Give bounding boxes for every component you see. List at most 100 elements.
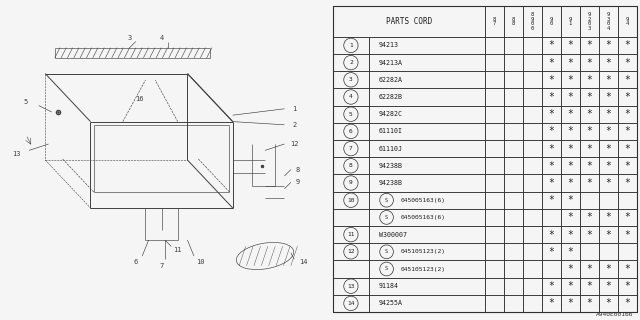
Text: 7: 7	[349, 146, 353, 151]
Bar	[580, 88, 599, 106]
Bar	[561, 6, 580, 37]
Bar	[369, 106, 484, 123]
Text: 6: 6	[134, 260, 138, 265]
Text: *: *	[586, 298, 592, 308]
Bar	[580, 71, 599, 88]
Text: *: *	[586, 212, 592, 222]
Text: *: *	[625, 126, 630, 136]
Text: *: *	[605, 144, 611, 154]
Bar	[542, 243, 561, 260]
Bar	[618, 226, 637, 243]
Text: *: *	[548, 281, 554, 291]
Bar	[484, 54, 504, 71]
Bar	[618, 278, 637, 295]
Text: 61110J: 61110J	[379, 146, 403, 152]
Bar	[580, 260, 599, 277]
Text: *: *	[625, 298, 630, 308]
Bar	[561, 295, 580, 312]
Bar	[618, 88, 637, 106]
Bar	[561, 88, 580, 106]
Text: 3: 3	[349, 77, 353, 82]
Bar	[561, 209, 580, 226]
Bar	[504, 226, 523, 243]
Bar	[561, 243, 580, 260]
Text: 5: 5	[349, 112, 353, 117]
Text: 6: 6	[349, 129, 353, 134]
Text: *: *	[568, 161, 573, 171]
Bar	[333, 37, 369, 54]
Bar	[523, 157, 542, 174]
Text: *: *	[548, 230, 554, 240]
Bar	[504, 123, 523, 140]
Bar	[484, 140, 504, 157]
Text: *: *	[548, 92, 554, 102]
Bar	[333, 192, 369, 209]
Text: 4: 4	[159, 36, 164, 41]
Bar	[618, 192, 637, 209]
Bar	[369, 54, 484, 71]
Bar	[333, 157, 369, 174]
Text: *: *	[548, 195, 554, 205]
Bar	[484, 226, 504, 243]
Text: *: *	[568, 75, 573, 85]
Bar	[484, 157, 504, 174]
Bar	[599, 209, 618, 226]
Text: *: *	[586, 230, 592, 240]
Text: *: *	[568, 298, 573, 308]
Bar	[618, 71, 637, 88]
Bar	[333, 140, 369, 157]
Bar	[369, 192, 484, 209]
Text: 4: 4	[349, 94, 353, 100]
Text: *: *	[568, 281, 573, 291]
Bar	[333, 106, 369, 123]
Bar	[580, 243, 599, 260]
Text: *: *	[586, 109, 592, 119]
Bar	[333, 278, 369, 295]
Bar	[542, 226, 561, 243]
Bar	[542, 54, 561, 71]
Text: *: *	[548, 126, 554, 136]
Bar	[599, 278, 618, 295]
Text: 1: 1	[292, 106, 296, 112]
Text: *: *	[605, 264, 611, 274]
Bar	[504, 192, 523, 209]
Text: *: *	[568, 264, 573, 274]
Bar	[523, 54, 542, 71]
Text: 13: 13	[12, 151, 20, 156]
Text: *: *	[568, 230, 573, 240]
Bar	[542, 88, 561, 106]
Bar	[580, 278, 599, 295]
Bar	[542, 260, 561, 277]
Text: 11: 11	[173, 247, 182, 252]
Bar	[333, 6, 484, 37]
Bar	[561, 192, 580, 209]
Bar	[580, 192, 599, 209]
Text: 94213: 94213	[379, 42, 399, 48]
Bar	[580, 106, 599, 123]
Bar	[561, 37, 580, 54]
Text: *: *	[586, 144, 592, 154]
Bar	[369, 71, 484, 88]
Bar	[484, 278, 504, 295]
Bar	[504, 209, 523, 226]
Text: 94255A: 94255A	[379, 300, 403, 307]
Text: 9
2
0
3: 9 2 0 3	[588, 12, 591, 31]
Text: *: *	[568, 144, 573, 154]
Text: PARTS CORD: PARTS CORD	[386, 17, 432, 26]
Text: *: *	[625, 144, 630, 154]
Text: 8
8: 8 8	[511, 17, 515, 27]
Bar	[599, 106, 618, 123]
Bar	[369, 37, 484, 54]
Bar	[504, 243, 523, 260]
Text: *: *	[605, 230, 611, 240]
Text: *: *	[568, 58, 573, 68]
Bar	[484, 295, 504, 312]
Bar	[333, 260, 369, 277]
Bar	[523, 37, 542, 54]
Bar	[542, 37, 561, 54]
Bar	[618, 209, 637, 226]
Text: 16: 16	[135, 96, 143, 102]
Text: 9: 9	[349, 180, 353, 186]
Bar	[523, 88, 542, 106]
Bar	[504, 278, 523, 295]
